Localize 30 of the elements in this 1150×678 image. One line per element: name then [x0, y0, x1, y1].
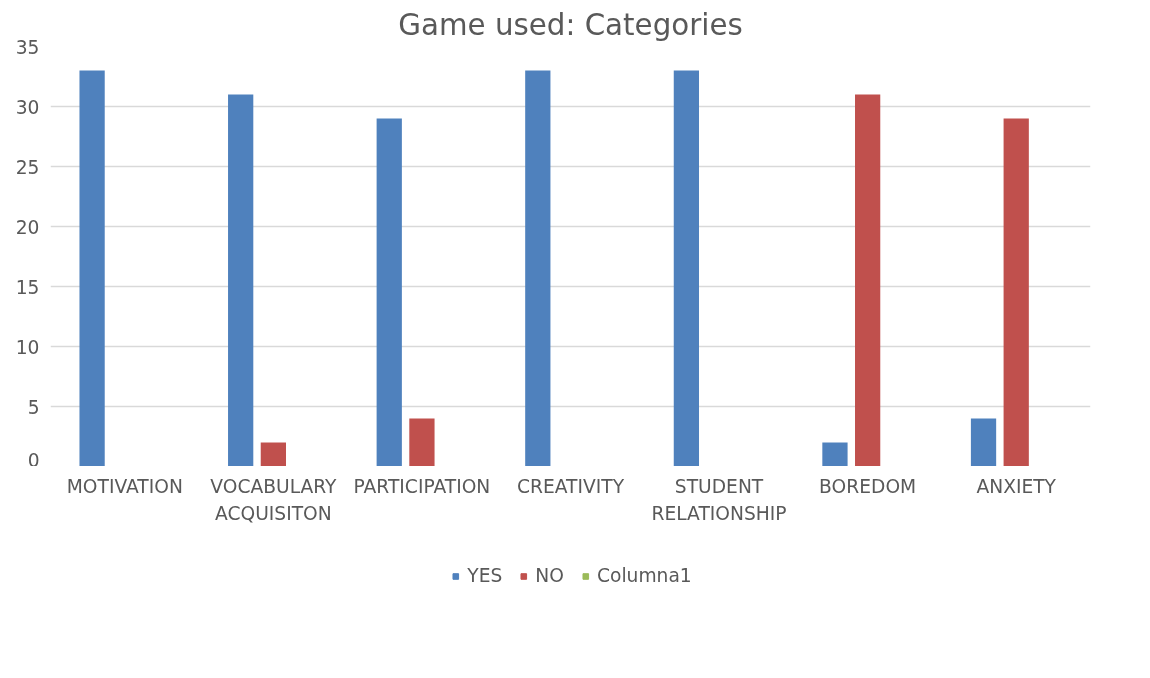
bar [822, 442, 848, 466]
y-tick-label: 35 [15, 36, 40, 58]
x-tick-label: PARTICIPATION [353, 476, 491, 498]
bar [79, 70, 105, 466]
legend-label: NO [535, 565, 564, 586]
bar [376, 118, 402, 466]
legend-label: YES [467, 565, 503, 586]
bar [525, 70, 551, 466]
y-tick-label: 5 [27, 396, 40, 418]
x-tick-label: STUDENT RELATIONSHIP [651, 476, 787, 525]
x-tick-label: VOCABULARY ACQUISITON [210, 476, 338, 525]
x-tick-label: ANXIETY [976, 476, 1057, 498]
bar [409, 418, 435, 466]
y-tick-label: 10 [15, 336, 40, 358]
y-tick-label: 30 [15, 96, 40, 118]
y-tick-label: 0 [27, 449, 40, 471]
bar [228, 94, 254, 466]
bar [673, 70, 700, 466]
y-tick-label: 25 [15, 156, 40, 178]
bar [260, 442, 286, 466]
y-tick-label: 15 [15, 276, 40, 298]
x-tick-label: BOREDOM [819, 476, 917, 498]
bar [855, 94, 881, 466]
chart-title: Game used: Categories [398, 7, 743, 42]
y-tick-label: 20 [15, 216, 40, 238]
legend-label: Columna1 [596, 565, 692, 586]
bar [970, 418, 997, 466]
bar [1003, 118, 1029, 466]
x-tick-label: CREATIVITY [516, 476, 625, 498]
x-tick-label: MOTIVATION [66, 476, 183, 498]
